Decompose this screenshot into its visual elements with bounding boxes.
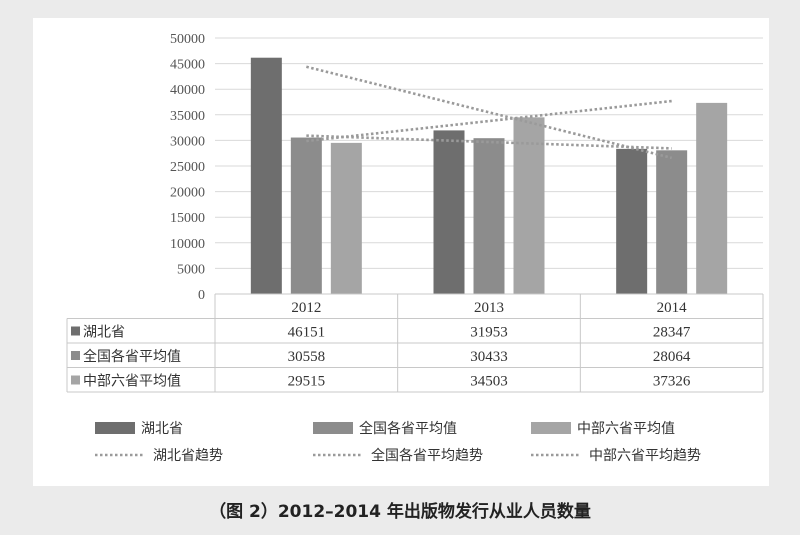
- bar: [616, 148, 648, 294]
- x-tick-label: 2013: [474, 300, 504, 316]
- y-tick-label: 20000: [170, 186, 205, 201]
- bar: [473, 138, 505, 294]
- bar: [433, 130, 465, 294]
- y-tick-label: 25000: [170, 160, 205, 175]
- table-legend-key: [71, 375, 80, 385]
- chart-svg: 0 5000 10000 15000 20000 25000 30000 35000 40000…: [66, 32, 764, 464]
- figure-caption: （图 2）2012–2014 年出版物发行从业人员数量: [209, 502, 591, 522]
- trend-line: [306, 134, 672, 150]
- y-tick-label: 5000: [177, 262, 205, 277]
- legend-swatch: [531, 422, 571, 434]
- table-cell-value: 30558: [288, 349, 326, 365]
- table-cell-value: 37326: [653, 374, 691, 390]
- legend-label: 中部六省平均趋势: [589, 448, 701, 464]
- chart-panel: 0 5000 10000 15000 20000 25000 30000 35000 40000…: [33, 18, 769, 486]
- legend-label: 全国各省平均趋势: [371, 447, 483, 464]
- y-tick-label: 50000: [170, 32, 205, 47]
- table-cell-value: 29515: [288, 374, 326, 390]
- x-tick-label: 2014: [657, 300, 688, 316]
- y-tick-label: 40000: [170, 83, 205, 98]
- bar: [513, 117, 545, 295]
- legend-swatch: [95, 422, 135, 434]
- bar: [250, 57, 282, 294]
- table-cell-value: 28347: [653, 325, 691, 341]
- bar: [656, 150, 688, 294]
- legend-swatch: [313, 422, 353, 434]
- table-row-label: 湖北省: [83, 325, 125, 341]
- table-row-label: 中部六省平均值: [83, 374, 181, 390]
- legend-label: 中部六省平均值: [577, 421, 675, 437]
- table-legend-key: [71, 326, 80, 336]
- legend-label: 全国各省平均值: [359, 420, 457, 437]
- x-tick-label: 2012: [291, 300, 321, 316]
- y-tick-label: 45000: [170, 58, 205, 73]
- y-tick-label: 10000: [170, 237, 205, 252]
- table-cell-value: 28064: [653, 349, 691, 365]
- bar: [696, 102, 728, 295]
- table-cell-value: 46151: [288, 325, 326, 341]
- table-cell-value: 30433: [470, 349, 508, 365]
- table-cell-value: 31953: [470, 325, 508, 341]
- table-cell-value: 34503: [470, 374, 508, 390]
- trend-line: [306, 99, 672, 143]
- table-legend-key: [71, 351, 80, 360]
- legend-label: 湖北省: [141, 421, 183, 437]
- bar: [330, 142, 362, 294]
- bar: [290, 137, 322, 294]
- y-tick-label: 30000: [170, 134, 205, 149]
- y-tick-label: 0: [198, 288, 205, 303]
- legend-label: 湖北省趋势: [153, 448, 223, 464]
- y-tick-label: 35000: [170, 109, 205, 124]
- table-row-label: 全国各省平均值: [83, 348, 181, 365]
- y-tick-label: 15000: [170, 211, 205, 226]
